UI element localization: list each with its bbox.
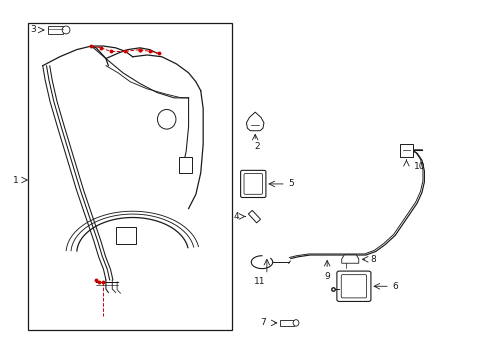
Ellipse shape: [292, 320, 298, 326]
FancyBboxPatch shape: [240, 170, 265, 198]
Text: 7: 7: [260, 318, 266, 327]
Text: 5: 5: [287, 179, 293, 188]
FancyBboxPatch shape: [336, 271, 370, 301]
Text: 1: 1: [13, 176, 19, 185]
Bar: [179, 157, 192, 173]
Bar: [399, 144, 412, 157]
Text: 11: 11: [253, 277, 265, 286]
Text: 3: 3: [30, 26, 36, 35]
Bar: [280, 320, 293, 326]
Text: 9: 9: [324, 272, 329, 281]
Text: 6: 6: [391, 282, 397, 291]
Bar: [47, 26, 63, 34]
Bar: [28, 23, 232, 330]
FancyBboxPatch shape: [244, 174, 262, 194]
Ellipse shape: [62, 26, 70, 34]
Polygon shape: [341, 255, 358, 263]
FancyBboxPatch shape: [341, 275, 366, 298]
Text: 4: 4: [233, 212, 239, 221]
Polygon shape: [248, 210, 260, 223]
Text: 10: 10: [413, 162, 425, 171]
Bar: [116, 227, 136, 244]
Text: 2: 2: [254, 141, 260, 150]
Polygon shape: [246, 112, 264, 131]
Ellipse shape: [157, 109, 176, 129]
Text: 8: 8: [370, 255, 375, 264]
